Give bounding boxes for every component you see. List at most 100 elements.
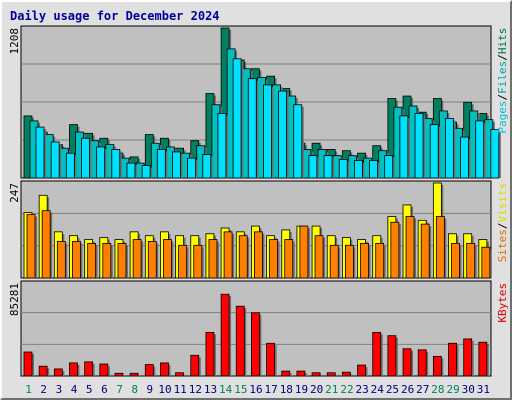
x-tick-label-day-15: 15	[234, 383, 247, 396]
bar-sites-day-29	[451, 242, 460, 279]
bar-sites-day-7	[117, 242, 127, 279]
bar-pages-day-27	[429, 124, 439, 179]
legend-separator: /	[496, 54, 509, 61]
x-tick-label-day-21: 21	[325, 383, 338, 396]
bar-sites-day-21	[329, 244, 339, 279]
bar-pages-day-6	[111, 149, 121, 179]
x-tick-label-day-12: 12	[189, 383, 202, 396]
bar-kbytes-day-9	[144, 364, 154, 377]
bar-pages-day-3	[65, 152, 75, 179]
bar-pages-day-1	[35, 126, 45, 179]
y-max-tick-label: 1208	[8, 28, 21, 55]
x-tick-label-day-10: 10	[158, 383, 171, 396]
x-tick-label-day-7: 7	[116, 383, 123, 396]
x-tick-label-day-26: 26	[401, 383, 414, 396]
bar-kbytes-day-29	[448, 342, 457, 377]
x-tick-label-day-30: 30	[462, 383, 475, 396]
x-tick-label-day-31: 31	[477, 383, 490, 396]
bar-kbytes-day-19	[296, 370, 306, 377]
y-max-tick-label: 247	[8, 183, 21, 203]
bar-pages-day-20	[323, 155, 333, 179]
x-tick-label-day-23: 23	[356, 383, 369, 396]
bar-sites-day-23	[360, 242, 369, 279]
bar-kbytes-day-22	[341, 371, 351, 377]
bar-kbytes-day-11	[175, 372, 185, 377]
x-tick-label-day-18: 18	[280, 383, 293, 396]
bar-pages-day-4	[81, 137, 90, 179]
x-tick-label-day-20: 20	[310, 383, 323, 396]
bar-sites-day-31	[481, 246, 491, 279]
bar-pages-day-30	[475, 120, 485, 179]
bar-kbytes-day-20	[311, 372, 321, 377]
bar-sites-day-13	[208, 239, 218, 279]
bar-sites-day-20	[314, 235, 324, 279]
bar-pages-day-31	[490, 129, 500, 179]
bar-pages-day-10	[172, 151, 181, 179]
bar-pages-day-12	[202, 154, 212, 179]
x-tick-label-day-22: 22	[340, 383, 353, 396]
bar-kbytes-day-31	[478, 341, 488, 377]
chart-title: Daily usage for December 2024	[10, 9, 220, 23]
x-tick-label-day-24: 24	[371, 383, 385, 396]
x-tick-label-day-5: 5	[86, 383, 93, 396]
x-tick-label-day-11: 11	[174, 383, 187, 396]
bar-kbytes-day-2	[38, 365, 48, 377]
bar-pages-day-5	[96, 146, 106, 179]
bar-sites-day-2	[41, 210, 51, 279]
x-tick-label-day-6: 6	[101, 383, 108, 396]
x-tick-label-day-4: 4	[71, 383, 78, 396]
bar-pages-day-15	[247, 78, 257, 179]
bar-pages-day-19	[308, 155, 318, 179]
x-tick-label-day-2: 2	[40, 383, 47, 396]
bar-sites-day-4	[72, 241, 81, 279]
x-tick-label-day-17: 17	[265, 383, 278, 396]
x-tick-label-day-27: 27	[416, 383, 429, 396]
bar-pages-day-8	[141, 165, 151, 179]
bar-pages-day-21	[338, 158, 348, 179]
bar-kbytes-day-26	[402, 348, 412, 377]
legend-hits: Hits	[496, 28, 509, 55]
bar-kbytes-day-3	[53, 368, 63, 377]
bar-pages-day-2	[50, 141, 60, 179]
bar-sites-day-10	[163, 239, 172, 279]
bar-sites-day-24	[375, 242, 385, 279]
bar-pages-day-18	[293, 104, 303, 179]
bar-kbytes-day-18	[281, 370, 291, 377]
bar-pages-day-16	[263, 84, 272, 179]
bar-pages-day-26	[414, 113, 424, 179]
bar-sites-day-19	[299, 225, 309, 279]
bar-pages-day-29	[460, 136, 469, 179]
bar-sites-day-12	[193, 244, 203, 279]
bar-sites-day-11	[178, 244, 188, 279]
bar-kbytes-day-7	[114, 372, 124, 377]
legend-visits: Visits	[496, 183, 509, 223]
x-tick-label-day-16: 16	[249, 383, 262, 396]
bar-kbytes-day-12	[190, 354, 200, 377]
bar-sites-day-14	[223, 231, 233, 279]
legend-kbytes: KBytes	[496, 283, 509, 323]
bar-sites-day-1	[26, 214, 36, 279]
bar-sites-day-9	[147, 241, 157, 279]
x-tick-label-day-1: 1	[25, 383, 32, 396]
bar-kbytes-day-15	[235, 305, 245, 377]
bar-sites-day-26	[405, 216, 415, 279]
legend-files: Files	[496, 61, 509, 94]
bar-pages-day-17	[278, 90, 287, 179]
x-tick-label-day-3: 3	[56, 383, 63, 396]
bar-kbytes-day-10	[160, 362, 169, 377]
legend-pages: Pages	[496, 100, 509, 133]
bar-pages-day-25	[399, 115, 409, 179]
bar-kbytes-day-30	[463, 338, 473, 377]
bar-kbytes-day-5	[84, 361, 94, 377]
bar-pages-day-7	[126, 162, 136, 179]
legend-visits-sites: Sites/Visits	[496, 183, 509, 263]
panel-kbytes: 85281 KBytes	[8, 280, 509, 377]
x-tick-label-day-14: 14	[219, 383, 233, 396]
bar-sites-day-22	[344, 244, 354, 279]
y-max-tick-label: 85281	[8, 283, 21, 316]
bar-sites-day-6	[102, 242, 112, 279]
x-tick-label-day-13: 13	[204, 383, 217, 396]
panel-visits-sites: 247 Sites/Visits	[8, 180, 509, 279]
